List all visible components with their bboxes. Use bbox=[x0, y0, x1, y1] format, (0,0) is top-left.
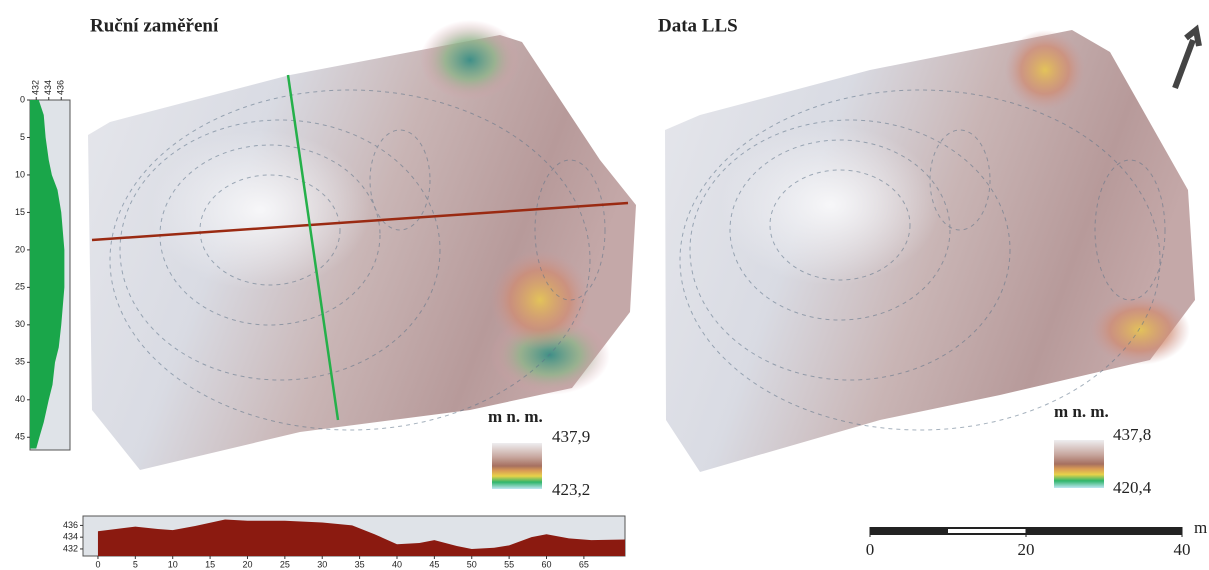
y-tick-label: 436 bbox=[63, 520, 78, 530]
legend: m n. m. 437,9 423,2 bbox=[488, 407, 590, 499]
terrain-mid bbox=[1090, 295, 1190, 365]
right-map bbox=[665, 30, 1199, 472]
terrain-mid bbox=[1005, 30, 1085, 110]
y-tick-label: 35 bbox=[15, 357, 25, 367]
x-tick-label: 45 bbox=[429, 559, 439, 569]
legend-unit: m n. m. bbox=[1054, 402, 1109, 421]
y-tick-label: 432 bbox=[63, 543, 78, 553]
y-tick-label: 15 bbox=[15, 207, 25, 217]
x-tick-label: 60 bbox=[541, 559, 551, 569]
map-title: Ruční zaměření bbox=[90, 15, 219, 36]
x-tick-label: 65 bbox=[579, 559, 589, 569]
left-map bbox=[88, 20, 636, 470]
y-tick-label: 40 bbox=[15, 394, 25, 404]
legend-min: 423,2 bbox=[552, 480, 590, 499]
scale-label: 20 bbox=[1018, 540, 1035, 559]
terrain-low bbox=[420, 20, 520, 100]
legend-max: 437,9 bbox=[552, 427, 590, 446]
x-tick-label: 30 bbox=[317, 559, 327, 569]
terrain-mid bbox=[490, 250, 590, 350]
legend-colorbar bbox=[1054, 440, 1104, 488]
legend-colorbar bbox=[492, 443, 542, 489]
x-tick-label: 25 bbox=[280, 559, 290, 569]
x-tick-label: 0 bbox=[95, 559, 100, 569]
y-tick-label: 20 bbox=[15, 244, 25, 254]
legend-max: 437,8 bbox=[1113, 425, 1151, 444]
y-tick-label: 0 bbox=[20, 94, 25, 104]
x-tick-label: 50 bbox=[467, 559, 477, 569]
scale-label: 0 bbox=[866, 540, 875, 559]
map-title: Data LLS bbox=[658, 15, 738, 36]
y-tick-label: 434 bbox=[63, 532, 78, 542]
x-tick-label: 5 bbox=[133, 559, 138, 569]
figure: Ruční zaměření Data LLS m n. m. 437,9 42… bbox=[0, 0, 1209, 570]
y-tick-label: 30 bbox=[15, 319, 25, 329]
x-tick-label: 434 bbox=[43, 80, 53, 95]
terrain-highlight bbox=[720, 125, 940, 285]
x-tick-label: 20 bbox=[242, 559, 252, 569]
y-tick-label: 10 bbox=[15, 169, 25, 179]
scale-bar-segment bbox=[948, 529, 1026, 533]
x-tick-label: 10 bbox=[168, 559, 178, 569]
legend: m n. m. 437,8 420,4 bbox=[1054, 402, 1152, 497]
terrain-highlight bbox=[150, 130, 370, 290]
north-arrow bbox=[1175, 30, 1199, 88]
x-tick-label: 436 bbox=[56, 80, 66, 95]
legend-min: 420,4 bbox=[1113, 478, 1152, 497]
y-tick-label: 5 bbox=[20, 132, 25, 142]
scale-label: 40 bbox=[1174, 540, 1191, 559]
x-tick-label: 55 bbox=[504, 559, 514, 569]
y-tick-label: 25 bbox=[15, 282, 25, 292]
x-tick-label: 35 bbox=[355, 559, 365, 569]
x-tick-label: 15 bbox=[205, 559, 215, 569]
x-tick-label: 432 bbox=[31, 80, 41, 95]
y-tick-label: 45 bbox=[15, 432, 25, 442]
scale-unit: m bbox=[1194, 518, 1207, 537]
x-tick-label: 40 bbox=[392, 559, 402, 569]
legend-unit: m n. m. bbox=[488, 407, 543, 426]
